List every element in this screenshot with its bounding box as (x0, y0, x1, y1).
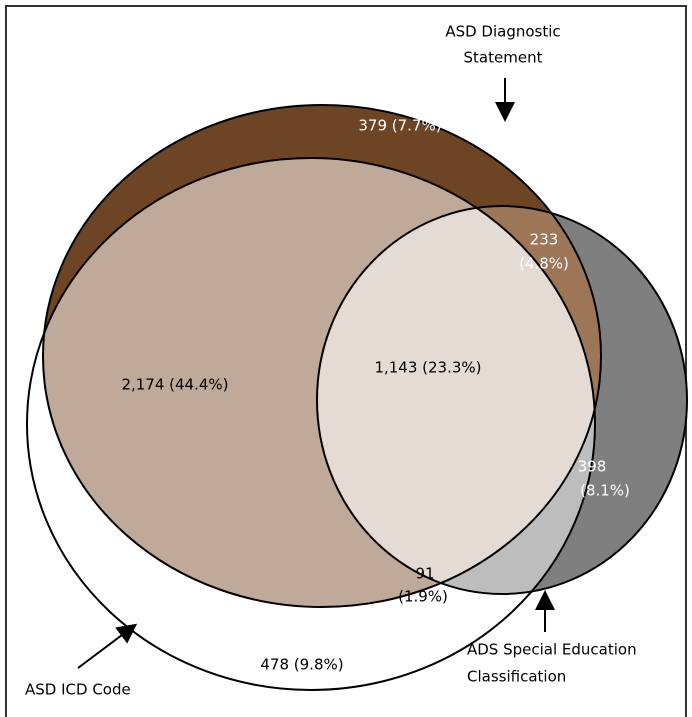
region-label: 398 (578, 458, 607, 476)
region-label: (8.1%) (580, 482, 630, 500)
outline (316, 205, 688, 595)
region-label: 478 (9.8%) (260, 656, 343, 674)
outline (42, 104, 602, 608)
region-label: 379 (7.7%) (358, 117, 441, 135)
region-label: (4.8%) (519, 255, 569, 273)
set-label: ADS Special Education (467, 641, 637, 659)
region-label: 91 (415, 565, 434, 583)
outline (26, 157, 596, 691)
arrow (77, 623, 138, 669)
set-label: Classification (467, 668, 566, 686)
set-label: ASD Diagnostic (445, 23, 560, 41)
set-label: ASD ICD Code (25, 681, 131, 699)
set-label: Statement (464, 49, 543, 67)
region-label: 1,143 (23.3%) (374, 359, 481, 377)
region-label: (1.9%) (398, 588, 448, 606)
region-label: 233 (530, 231, 559, 249)
region-label: 2,174 (44.4%) (121, 376, 228, 394)
